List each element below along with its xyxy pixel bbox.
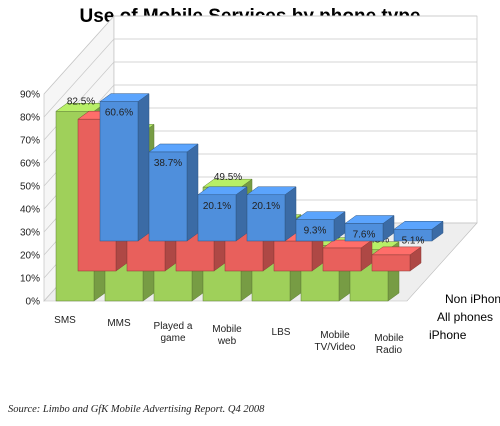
y-tick-label: 70% <box>20 136 40 147</box>
bar-front <box>393 229 433 242</box>
bar-non-iphone-4 <box>295 211 346 242</box>
y-tick-label: 10% <box>20 274 40 285</box>
bar-front <box>273 240 313 272</box>
bar-non-iphone-0 <box>99 93 150 242</box>
category-label: SMS <box>54 315 76 326</box>
bar-non-iphone-2 <box>197 186 248 242</box>
data-label: 7.6% <box>353 230 376 241</box>
bar-front <box>246 194 286 242</box>
data-label: 60.6% <box>105 108 133 119</box>
y-tick-label: 20% <box>20 251 40 262</box>
category-label: LBS <box>272 327 291 338</box>
data-label: 5.1% <box>402 235 425 246</box>
series-label: All phones <box>437 310 493 324</box>
bar-side <box>284 186 297 242</box>
bar-non-iphone-3 <box>246 186 297 242</box>
bar-front <box>371 254 411 272</box>
data-label: 49.5% <box>214 172 242 183</box>
bar-non-iphone-1 <box>148 143 199 242</box>
category-label: MMS <box>107 318 131 329</box>
category-label: Mobile web <box>212 324 242 347</box>
bar-side <box>137 93 150 242</box>
gridline <box>43 38 477 118</box>
series-label: Non iPhone <box>445 292 500 306</box>
category-label: Mobile TV/Video <box>315 330 356 353</box>
bar-non-iphone-6 <box>393 220 444 242</box>
data-label: 9.3% <box>304 226 327 237</box>
bar-side <box>235 186 248 242</box>
bar-side <box>186 143 199 242</box>
bar-non-iphone-5 <box>344 215 395 242</box>
bar-front <box>344 223 384 242</box>
y-tick-label: 40% <box>20 205 40 216</box>
y-tick-label: 0% <box>26 297 41 308</box>
y-tick-label: 90% <box>20 90 40 101</box>
chart-source: Source: Limbo and GfK Mobile Advertising… <box>8 404 265 415</box>
y-tick-label: 60% <box>20 159 40 170</box>
data-label: 82.5% <box>67 96 95 107</box>
bar-front <box>197 194 237 242</box>
data-label: 20.1% <box>203 201 231 212</box>
category-label: Mobile Radio <box>374 333 404 356</box>
gridline <box>43 15 477 95</box>
bar-all-phones-5 <box>322 239 373 272</box>
bar-front <box>148 151 188 242</box>
y-tick-label: 50% <box>20 182 40 193</box>
bar-front <box>295 219 335 242</box>
bar-front <box>99 101 139 242</box>
bar-all-phones-6 <box>371 246 422 272</box>
data-label: 38.7% <box>154 158 182 169</box>
y-tick-label: 80% <box>20 113 40 124</box>
y-tick-label: 30% <box>20 228 40 239</box>
bar-front <box>322 247 362 272</box>
series-label: iPhone <box>429 328 467 342</box>
data-label: 20.1% <box>252 201 280 212</box>
category-label: Played a game <box>154 321 193 344</box>
